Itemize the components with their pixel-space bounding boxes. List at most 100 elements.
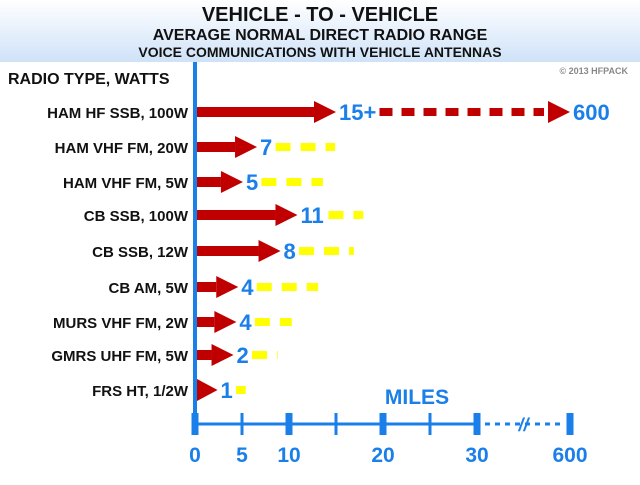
copyright: © 2013 HFPACK	[560, 66, 629, 76]
row-category-label: CB SSB, 12W	[92, 244, 189, 261]
extension-dash	[256, 283, 272, 291]
x-tick-label: 5	[236, 444, 248, 467]
x-axis-dotted-segment	[525, 422, 530, 426]
y-axis-line	[193, 62, 197, 432]
x-axis-dotted-segment	[545, 422, 550, 426]
range-value-label: 4	[239, 310, 252, 335]
extension-dash	[328, 211, 344, 219]
chart-title: VEHICLE - TO - VEHICLE	[202, 4, 438, 26]
x-tick-label: 10	[277, 444, 300, 467]
range-value-label: 5	[246, 170, 258, 195]
x-tick-label: 30	[465, 444, 488, 467]
extension-dash	[279, 318, 292, 326]
y-axis-title: RADIO TYPE, WATTS	[8, 71, 170, 88]
range-arrow-shaft	[197, 246, 259, 256]
x-axis-tick	[566, 413, 574, 435]
extension-dash	[445, 108, 459, 116]
range-value-label: 8	[284, 239, 296, 264]
x-axis-tick	[428, 413, 432, 435]
extension-dash	[311, 178, 323, 186]
extension-dash	[236, 386, 246, 394]
x-axis-tick	[379, 413, 387, 435]
extension-dash	[325, 143, 336, 151]
extension-dash	[467, 108, 481, 116]
extended-range-label: 600	[573, 100, 610, 125]
axis-break-mark: //	[517, 415, 530, 435]
range-arrow-head	[216, 276, 239, 298]
x-tick-label: 0	[189, 444, 201, 467]
extension-dash	[349, 247, 354, 255]
header-background	[0, 0, 640, 62]
x-axis-dotted-segment	[485, 422, 490, 426]
extension-dash	[533, 108, 544, 116]
range-arrow-shaft	[197, 282, 217, 292]
range-arrow-head	[314, 101, 336, 123]
extension-dash	[277, 351, 278, 359]
range-value-label: 2	[237, 343, 249, 368]
chart-row: CB SSB, 12W 8	[92, 239, 354, 264]
x-axis-tick	[473, 413, 481, 435]
range-arrow-shaft	[197, 142, 236, 152]
row-category-label: HAM VHF FM, 5W	[63, 175, 189, 192]
range-arrow-head	[258, 240, 281, 262]
x-axis-title: MILES	[385, 386, 449, 409]
row-category-label: CB SSB, 100W	[84, 208, 189, 225]
extension-dash	[261, 178, 277, 186]
x-axis-tick	[334, 413, 338, 435]
extension-dash	[252, 351, 268, 359]
x-axis-dotted-segment	[505, 422, 510, 426]
x-axis-dotted-segment	[495, 422, 500, 426]
range-arrow-head	[220, 171, 243, 193]
row-category-label: GMRS UHF FM, 5W	[51, 348, 188, 365]
x-axis-tick	[285, 413, 293, 435]
row-category-label: CB AM, 5W	[109, 280, 189, 297]
x-axis-tick	[191, 413, 199, 435]
x-axis-tick	[240, 413, 244, 435]
chart-row: HAM VHF FM, 5W 5	[63, 170, 323, 195]
extension-dash	[281, 283, 297, 291]
extension-dash	[299, 247, 315, 255]
range-arrow-shaft	[197, 107, 314, 117]
range-value-label: 4	[241, 275, 254, 300]
range-arrow-head	[214, 311, 237, 333]
chart-row: CB SSB, 100W 11	[84, 203, 364, 228]
x-tick-label: 20	[371, 444, 394, 467]
extension-dash	[379, 108, 393, 116]
range-arrow-shaft	[197, 350, 212, 360]
x-axis-dotted-segment	[515, 422, 520, 426]
range-arrow-shaft	[197, 210, 276, 220]
range-arrow-shaft	[197, 317, 215, 327]
chart-row: GMRS UHF FM, 5W 2	[51, 343, 278, 368]
extension-dash	[254, 318, 270, 326]
chart-row: HAM HF SSB, 100W 15+ 600	[47, 100, 610, 125]
row-category-label: FRS HT, 1/2W	[92, 383, 189, 400]
chart-row: FRS HT, 1/2W 1	[92, 378, 246, 403]
range-arrow-head	[235, 136, 258, 158]
chart-subtitle: AVERAGE NORMAL DIRECT RADIO RANGE	[153, 27, 488, 44]
range-arrow-head	[275, 204, 298, 226]
row-category-label: MURS VHF FM, 2W	[53, 315, 189, 332]
extension-dash	[423, 108, 437, 116]
range-value-label: 7	[260, 135, 272, 160]
range-value-label: 11	[300, 203, 323, 228]
range-value-label: 1	[221, 378, 233, 403]
extension-dash	[300, 143, 316, 151]
x-axis-dotted-segment	[555, 422, 560, 426]
extension-dash	[401, 108, 415, 116]
x-axis-dotted-segment	[535, 422, 540, 426]
extension-arrow-head	[548, 101, 570, 123]
chart-row: MURS VHF FM, 2W 4	[53, 310, 292, 335]
range-arrow-head	[211, 344, 234, 366]
extension-dash	[489, 108, 503, 116]
x-tick-label: 600	[552, 444, 587, 467]
extension-dash	[306, 283, 319, 291]
extension-dash	[286, 178, 302, 186]
row-category-label: HAM HF SSB, 100W	[47, 105, 189, 122]
chart-row: HAM VHF FM, 20W 7	[55, 135, 336, 160]
extension-dash	[275, 143, 291, 151]
extension-dash	[353, 211, 364, 219]
row-category-label: HAM VHF FM, 20W	[55, 140, 189, 157]
chart-subtitle-2: VOICE COMMUNICATIONS WITH VEHICLE ANTENN…	[138, 44, 501, 60]
range-value-label: 15+	[339, 100, 376, 125]
